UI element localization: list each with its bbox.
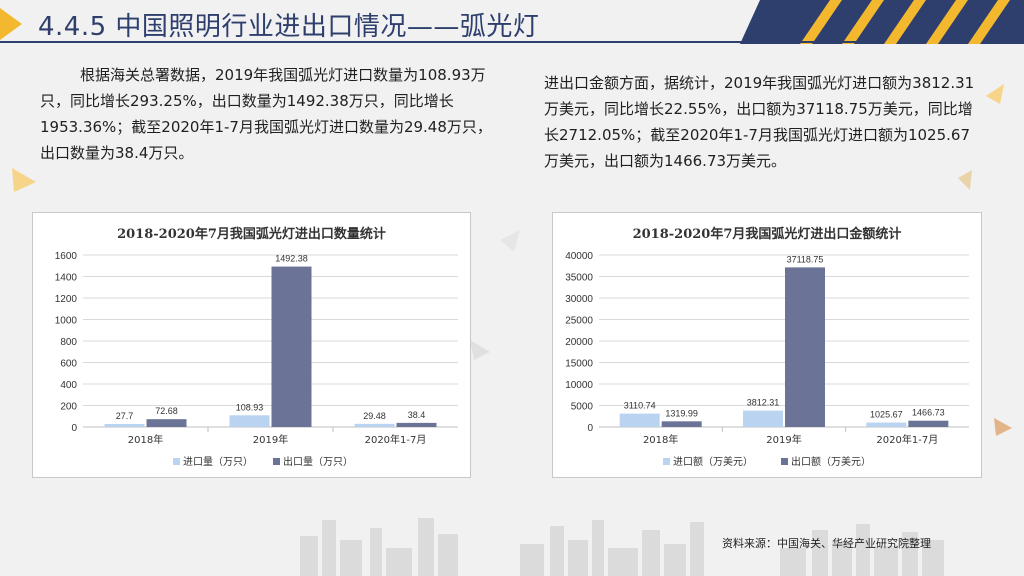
legend-label: 进口量（万只） <box>183 456 253 468</box>
paragraph-amount: 进出口金额方面，据统计，2019年我国弧光灯进口额为3812.31万美元，同比增… <box>544 74 975 170</box>
bar <box>661 421 702 427</box>
x-tick-label: 2020年1-7月 <box>365 433 427 446</box>
data-label: 37118.75 <box>787 254 824 264</box>
y-tick-label: 1600 <box>55 251 78 262</box>
chart-title: 2018-2020年7月我国弧光灯进出口金额统计 <box>632 227 902 242</box>
chart-amount-plot: 0 5000 10000 15000 20000 25000 30000 35000 40000… <box>565 251 969 468</box>
bar <box>908 420 949 427</box>
header: 4.4.5 中国照明行业进出口情况——弧光灯 <box>0 0 1024 44</box>
data-label: 1319.99 <box>665 408 698 418</box>
x-tick-label: 2019年 <box>766 433 801 446</box>
y-tick-label: 600 <box>60 359 77 370</box>
y-tick-label: 200 <box>60 402 77 413</box>
chart-title: 2018-2020年7月我国弧光灯进出口数量统计 <box>117 227 386 242</box>
bar <box>354 423 395 427</box>
x-tick-label: 2019年 <box>253 433 288 446</box>
y-tick-label: 1000 <box>55 316 78 327</box>
bar <box>866 422 907 427</box>
y-tick-label: 1400 <box>55 273 78 284</box>
legend-label: 进口额（万美元） <box>673 455 753 468</box>
y-tick-label: 20000 <box>565 337 593 348</box>
chart-quantity-plot: 0 200 400 600 800 1000 1200 1400 1600 27.7 72.68 20… <box>55 251 458 468</box>
y-tick-label: 5000 <box>571 402 594 413</box>
y-tick-label: 10000 <box>565 380 593 391</box>
y-tick-label: 40000 <box>565 251 593 262</box>
legend-swatch <box>173 458 180 465</box>
chart-quantity: 2018-2020年7月我国弧光灯进出口数量统计 0 200 400 600 800 10… <box>32 212 471 478</box>
legend-swatch <box>273 458 280 465</box>
legend-swatch <box>781 458 788 465</box>
data-label: 1466.73 <box>912 408 945 418</box>
data-label: 27.7 <box>116 411 134 421</box>
bar <box>396 422 437 427</box>
legend-label: 出口额（万美元） <box>791 455 871 468</box>
header-divider <box>0 41 860 43</box>
source-note: 资料来源：中国海关、华经产业研究院整理 <box>722 537 931 550</box>
data-label: 1492.38 <box>275 254 308 264</box>
page-title: 4.4.5 中国照明行业进出口情况——弧光灯 <box>38 12 540 42</box>
chart-amount: 2018-2020年7月我国弧光灯进出口金额统计 0 5000 10000 15000… <box>552 212 982 478</box>
bar <box>743 410 783 427</box>
x-tick-label: 2020年1-7月 <box>876 433 938 446</box>
data-label: 3110.74 <box>624 401 656 411</box>
data-label: 108.93 <box>236 402 264 412</box>
bar <box>229 415 270 427</box>
y-tick-label: 25000 <box>565 316 593 327</box>
paragraph-quantity: 根据海关总署数据，2019年我国弧光灯进口数量为108.93万只，同比增长293… <box>40 66 492 162</box>
data-label: 29.48 <box>363 411 386 421</box>
legend-swatch <box>663 458 670 465</box>
x-tick-label: 2018年 <box>128 433 163 446</box>
bar <box>271 266 312 427</box>
data-label: 38.4 <box>408 410 426 420</box>
legend-label: 出口量（万只） <box>283 455 353 468</box>
y-tick-label: 400 <box>60 380 77 391</box>
data-label: 3812.31 <box>747 398 780 408</box>
y-tick-label: 30000 <box>565 294 593 305</box>
bar <box>104 424 145 427</box>
bar <box>785 267 825 427</box>
y-tick-label: 800 <box>60 337 77 348</box>
y-tick-label: 15000 <box>565 359 593 370</box>
data-label: 1025.67 <box>870 410 903 420</box>
x-tick-label: 2018年 <box>643 433 678 446</box>
y-tick-label: 35000 <box>565 273 593 284</box>
bar <box>619 413 660 427</box>
y-tick-label: 1200 <box>55 294 78 305</box>
y-tick-label: 0 <box>71 423 77 434</box>
bar <box>146 419 187 427</box>
data-label: 72.68 <box>155 406 178 416</box>
y-tick-label: 0 <box>587 423 593 434</box>
